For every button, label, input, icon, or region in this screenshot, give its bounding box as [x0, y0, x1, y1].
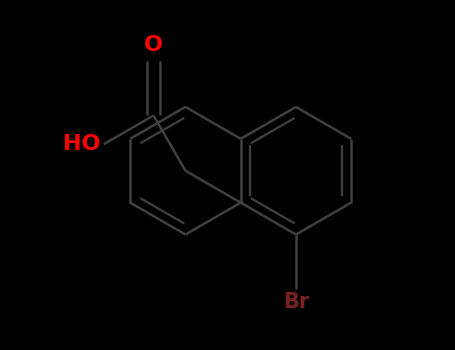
Text: HO: HO [63, 134, 101, 154]
Text: Br: Br [283, 292, 309, 312]
Text: O: O [144, 35, 163, 55]
